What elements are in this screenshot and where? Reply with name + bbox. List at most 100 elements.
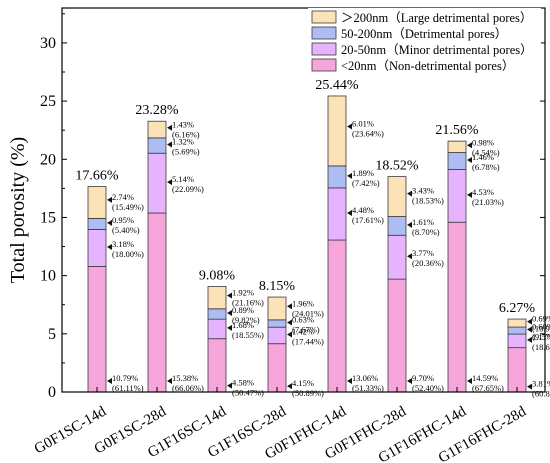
annotation-pointer (227, 292, 232, 299)
annotation-pointer (467, 157, 472, 164)
segment-share-label: (52.40%) (412, 383, 444, 393)
annotation-pointer (527, 383, 532, 390)
bar-segment-4 (387, 176, 407, 217)
segment-value-label: 6.01% (352, 118, 374, 128)
bar-total-label: 21.56% (435, 123, 479, 138)
annotation-pointer (167, 378, 172, 384)
annotation-pointer (347, 378, 352, 384)
bar-total-label: 17.66% (75, 169, 119, 184)
bar-total-label: 23.28% (135, 103, 179, 118)
segment-share-label: (15.49%) (112, 202, 144, 212)
annotation-pointer (287, 303, 292, 310)
segment-value-label: 4.48% (352, 205, 374, 215)
bar-segment-3 (87, 217, 107, 230)
annotation-pointer (407, 378, 412, 384)
bar-segment-1 (87, 266, 107, 393)
segment-share-label: (66.06%) (172, 383, 204, 393)
bar-segment-3 (207, 308, 227, 320)
segment-value-label: 4.58% (232, 378, 254, 388)
annotation-pointer (227, 309, 232, 316)
annotation-pointer (107, 196, 112, 203)
bar-total-label: 9.08% (199, 268, 236, 283)
segment-value-label: 0.89% (232, 305, 254, 315)
segment-value-label: 10.79% (112, 373, 138, 383)
bar-segment-1 (207, 338, 227, 393)
segment-value-label: 1.43% (172, 120, 194, 130)
segment-value-label: 3.81% (532, 379, 550, 389)
bar-segment-2 (507, 333, 527, 349)
segment-value-label: 14.59% (472, 373, 498, 383)
segment-value-label: 3.43% (412, 186, 434, 196)
bar-segment-4 (267, 296, 287, 321)
bar-segment-2 (87, 229, 107, 267)
annotation-pointer (167, 179, 172, 186)
segment-share-label: (4.54%) (472, 147, 500, 157)
segment-share-label: (10.96%) (532, 324, 550, 334)
segment-value-label: 0.60% (532, 322, 550, 332)
segment-share-label: (17.44%) (292, 336, 324, 346)
segment-share-label: (6.16%) (172, 130, 200, 140)
annotation-pointer (107, 243, 112, 250)
segment-labels: 17.66% 23.28% 9.08% 8.15% 25.44% 18.52% 21.56%… (75, 78, 550, 399)
segment-share-label: (23.64%) (352, 128, 384, 138)
segment-value-label: 1.61% (412, 217, 434, 227)
annotation-pointer (167, 124, 172, 131)
segment-value-label: 0.95% (112, 215, 134, 225)
bar-total-label: 6.27% (499, 301, 536, 316)
segment-share-label: (24.01%) (292, 308, 324, 318)
bars (87, 95, 527, 393)
y-tick-label: 25 (40, 93, 56, 110)
segment-value-label: 1.68% (232, 320, 254, 330)
legend-swatch (311, 58, 337, 72)
bar-segment-3 (147, 137, 167, 154)
y-tick-label: 20 (40, 151, 56, 168)
segment-value-label: 15.38% (172, 373, 198, 383)
bar-segment-1 (447, 221, 467, 393)
bar-segment-3 (507, 326, 527, 335)
annotation-pointer (227, 324, 232, 331)
segment-share-label: (21.03%) (472, 197, 504, 207)
segment-share-label: (18.66%) (532, 342, 550, 352)
segment-share-label: (18.53%) (412, 196, 444, 206)
legend-label: ＞200nm（Large detrimental pores） (341, 11, 532, 25)
annotation-pointer (107, 219, 112, 226)
segment-value-label: 0.98% (472, 137, 494, 147)
segment-value-label: 1.89% (352, 168, 374, 178)
segment-value-label: 5.14% (172, 174, 194, 184)
bar-segment-2 (447, 169, 467, 223)
bar-segment-2 (267, 326, 287, 345)
segment-share-label: (7.42%) (352, 178, 380, 188)
bar-segment-4 (147, 120, 167, 139)
y-tick-label: 30 (40, 35, 56, 52)
bar-segment-2 (327, 187, 347, 241)
annotation-pointer (347, 172, 352, 179)
segment-value-label: 1.32% (172, 137, 194, 147)
annotation-pointer (407, 253, 412, 260)
annotation-pointer (467, 378, 472, 384)
segment-value-label: 1.42% (292, 326, 314, 336)
segment-share-label: (50.89%) (292, 388, 324, 398)
bar-total-label: 25.44% (315, 78, 359, 93)
bar-segment-3 (447, 152, 467, 170)
segment-share-label: (9.57%) (532, 332, 550, 342)
segment-value-label: 1.92% (232, 288, 254, 298)
segment-value-label: 4.53% (472, 187, 494, 197)
bar-segment-4 (507, 318, 527, 328)
segment-share-label: (8.70%) (412, 227, 440, 237)
y-tick-label: 5 (48, 326, 56, 343)
bar-segment-4 (327, 95, 347, 167)
annotation-pointer (347, 123, 352, 130)
legend-label: 20-50nm（Minor detrimental pores） (341, 43, 533, 57)
segment-share-label: (21.16%) (232, 298, 264, 308)
bar-segment-1 (267, 343, 287, 393)
legend-swatch (311, 10, 337, 24)
segment-share-label: (67.65%) (472, 383, 504, 393)
segment-value-label: 3.77% (412, 248, 434, 258)
y-tick-label: 10 (40, 268, 56, 285)
segment-value-label: 0.63% (292, 315, 314, 325)
bar-segment-1 (507, 347, 527, 393)
segment-value-label: 2.74% (112, 192, 134, 202)
bar-segment-1 (147, 212, 167, 393)
annotation-pointer (287, 383, 292, 390)
